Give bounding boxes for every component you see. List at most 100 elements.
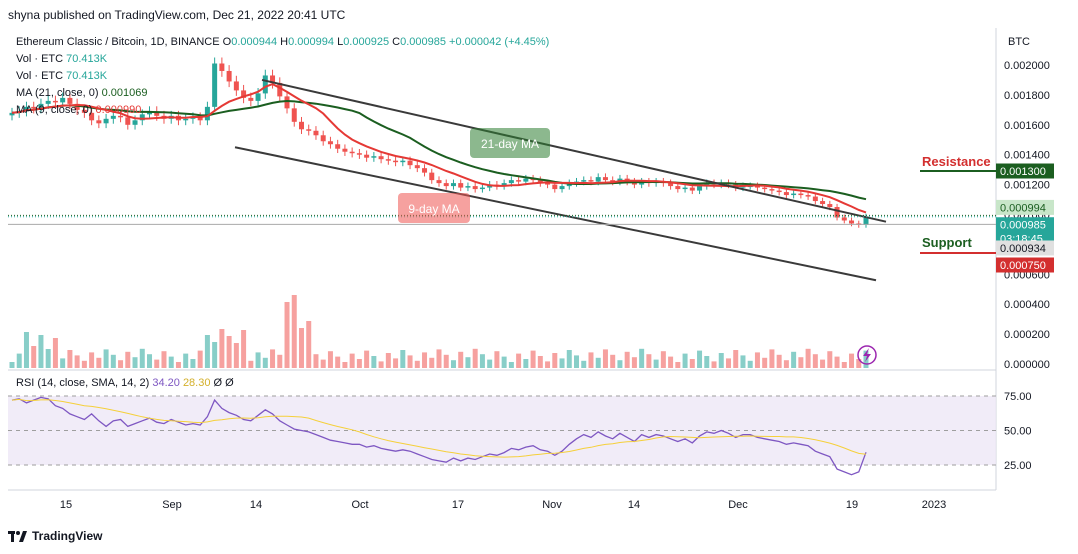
volume-bar [740,355,746,368]
resistance-price-tag-bg [996,163,1054,179]
price-tick-label: 0.000200 [1004,329,1050,341]
volume-bar [125,351,131,368]
volume-bar [711,361,717,368]
volume-bar [429,357,435,368]
volume-bar [472,348,478,368]
candle-body [697,186,703,191]
candle-body [682,187,688,190]
candle-body [364,154,370,158]
candle-body [791,193,797,196]
vol1-label: Vol · ETC [16,53,64,65]
tradingview-brand[interactable]: TradingView [8,529,102,543]
candle-body [23,106,29,112]
vol1-value: 70.413K [66,53,108,65]
rsi-legend[interactable]: RSI (14, close, SMA, 14, 2) 34.20 28.30 … [16,377,234,389]
candle-body [327,141,333,145]
candle-body [38,103,44,109]
volume-bar [298,328,304,368]
candle-body [89,112,95,121]
volume-bar [16,353,22,368]
open-label: O [222,36,232,48]
volume-bar [118,360,124,368]
price-tick-label: 0.000400 [1004,299,1050,311]
volume-bar [494,351,500,368]
volume-bar [501,356,507,368]
candle-body [306,129,312,131]
volume-bar [545,361,551,368]
volume-bar [733,350,739,368]
flash-circle-icon[interactable] [857,345,877,365]
candle-body [769,189,775,191]
candle-body [820,201,826,205]
volume-bar [465,357,471,368]
candle-body [81,109,87,113]
candle-body [668,183,674,187]
candle-body [834,207,840,218]
candle-body [559,186,565,190]
symbol-legend: Ethereum Classic / Bitcoin, 1D, BINANCE … [16,36,549,48]
resistance-label: Resistance [922,154,991,169]
volume-legend-2[interactable]: Vol · ETC 70.413K [16,70,107,82]
volume-bar [798,357,804,368]
candle-body [414,165,420,169]
volume-bar [508,362,514,368]
candle-body [841,217,847,221]
time-tick-label: 14 [628,499,640,511]
candle-body [812,196,818,202]
volume-bar [841,362,847,368]
volume-bar [110,354,116,368]
volume-bar [675,362,681,368]
volume-bar [624,351,630,368]
volume-bar [668,356,674,368]
channel-lower-line[interactable] [234,146,877,282]
volume-bar [516,353,522,368]
candle-body [349,151,355,154]
candle-body [776,190,782,193]
volume-bar [212,342,218,368]
ma21-value: 0.001069 [101,87,148,99]
volume-legend-1[interactable]: Vol · ETC 70.413K [16,53,107,65]
price-tick-label: 0.002000 [1004,60,1050,72]
candle-body [552,184,558,190]
volume-bar [523,359,529,368]
ma9-value: 0.000990 [95,104,142,116]
volume-bar [103,349,109,368]
candle-body [103,118,109,124]
volume-bar [436,349,442,368]
volume-bar [414,360,420,368]
candle-body [458,183,464,188]
volume-bar [754,352,760,368]
candle-body [472,186,478,190]
volume-bar [443,354,449,368]
channel-upper-line[interactable] [261,78,887,223]
candle-body [118,115,124,118]
candle-body [479,187,485,190]
candle-body [436,180,442,184]
volume-bar [820,359,826,368]
candle-body [132,120,138,125]
volume-bar [422,352,428,368]
candle-body [429,172,435,181]
candle-body [610,180,616,182]
ma9-legend[interactable]: MA (9, close, 0) 0.000990 [16,104,141,116]
volume-bar [284,302,290,368]
candle-body [226,70,232,82]
open-value: 0.000944 [231,36,278,48]
candle-body [45,100,51,104]
candle-body [31,106,37,109]
volume-bar [407,355,413,368]
volume-bar [255,352,261,368]
candle-body [342,148,348,152]
candle-body [335,144,341,149]
volume-bar [356,359,362,368]
candle-body [356,153,362,155]
candle-body [537,180,543,184]
high-label: H [280,36,289,48]
symbol-name[interactable]: Ethereum Classic / Bitcoin, 1D, BINANCE [16,36,220,48]
ma9-callout-text: 9-day MA [408,202,459,216]
price-tick-label: 0.001600 [1004,120,1050,132]
time-tick-label: 17 [452,499,464,511]
volume-bar [812,354,818,368]
ma21-legend[interactable]: MA (21, close, 0) 0.001069 [16,87,148,99]
